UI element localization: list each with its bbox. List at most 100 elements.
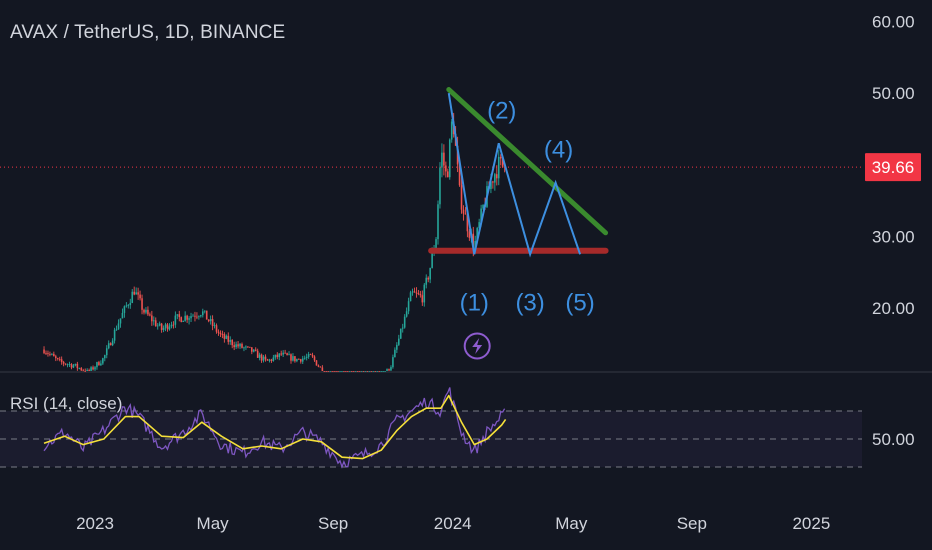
- candle-body: [360, 371, 363, 372]
- candle-body: [474, 241, 477, 249]
- candle-body: [368, 371, 371, 372]
- time-tick-label: 2024: [434, 514, 472, 533]
- candle-body: [399, 328, 402, 339]
- candle-body: [184, 315, 186, 321]
- candle-body: [437, 204, 439, 240]
- candle-body: [209, 319, 212, 322]
- candle-body: [392, 357, 394, 368]
- candle-body: [443, 152, 445, 166]
- candle-body: [135, 292, 137, 295]
- candle-body: [278, 353, 281, 358]
- candle-body: [80, 368, 83, 371]
- candle-body: [427, 277, 429, 280]
- candle-body: [349, 371, 351, 372]
- candle-body: [274, 354, 277, 358]
- candle-body: [88, 369, 90, 371]
- candle-body: [217, 331, 220, 333]
- candle-body: [315, 360, 318, 366]
- rsi-indicator-label[interactable]: RSI (14, close): [10, 394, 123, 413]
- candle-body: [164, 324, 167, 328]
- price-tick-label: 60.00: [872, 13, 915, 32]
- candle-body: [384, 371, 386, 372]
- candle-body: [494, 174, 496, 183]
- candle-body: [115, 329, 118, 331]
- time-tick-label: Sep: [318, 514, 348, 533]
- candle-body: [298, 359, 300, 360]
- candle-body: [141, 298, 143, 310]
- candle-body: [211, 319, 214, 326]
- candle-body: [180, 317, 183, 322]
- candle-body: [223, 334, 226, 339]
- candle-body: [78, 368, 81, 369]
- candle-body: [292, 356, 294, 361]
- candle-body: [90, 367, 92, 371]
- candle-body: [56, 358, 59, 359]
- candle-body: [331, 371, 333, 372]
- candle-body: [429, 267, 431, 280]
- candle-body: [270, 359, 273, 361]
- candle-body: [227, 335, 230, 342]
- candle-body: [335, 371, 337, 372]
- candle-body: [149, 314, 151, 316]
- candle-body: [464, 213, 467, 215]
- candle-body: [343, 371, 345, 372]
- candle-body: [460, 185, 463, 210]
- time-tick-label: May: [555, 514, 588, 533]
- candle-body: [194, 315, 196, 317]
- candle-body: [329, 371, 331, 372]
- candle-body: [411, 291, 414, 293]
- candle-body: [127, 305, 130, 306]
- candle-body: [286, 353, 288, 356]
- candle-body: [176, 314, 179, 316]
- candle-body: [317, 365, 320, 367]
- candle-body: [186, 315, 188, 320]
- candle-body: [172, 324, 175, 326]
- candle-body: [215, 325, 218, 332]
- candle-body: [413, 291, 416, 293]
- candle-body: [58, 358, 61, 360]
- candle-body: [472, 233, 475, 249]
- candle-body: [207, 319, 210, 322]
- candle-body: [237, 344, 239, 347]
- wave-label-2: (2): [487, 97, 516, 124]
- candle-body: [339, 371, 341, 372]
- price-tag-box: [865, 153, 921, 182]
- candle-body: [188, 318, 190, 320]
- candle-body: [372, 371, 375, 372]
- candle-body: [252, 349, 255, 352]
- candle-body: [170, 324, 173, 327]
- candle-body: [196, 316, 198, 318]
- candle-body: [262, 356, 265, 361]
- candle-body: [396, 344, 398, 350]
- candle-body: [205, 310, 208, 320]
- candle-body: [109, 343, 112, 346]
- candle-body: [388, 369, 390, 371]
- candle-body: [62, 361, 65, 364]
- candle-body: [341, 371, 343, 372]
- candle-body: [72, 365, 75, 368]
- candle-body: [497, 156, 500, 179]
- candle-body: [325, 371, 328, 372]
- candle-body: [354, 371, 357, 372]
- candle-body: [166, 324, 169, 330]
- candle-body: [496, 174, 498, 179]
- candle-body: [96, 362, 98, 368]
- wave-label-5: (5): [565, 289, 594, 316]
- candle-body: [345, 371, 347, 372]
- candle-body: [66, 364, 69, 366]
- resistance-trendline: [446, 87, 609, 236]
- candle-body: [102, 358, 104, 364]
- candle-body: [147, 309, 149, 315]
- candle-body: [398, 338, 400, 345]
- candle-body: [501, 158, 504, 167]
- candle-body: [145, 309, 147, 313]
- candle-body: [301, 358, 304, 362]
- candle-body: [53, 353, 55, 357]
- candle-body: [480, 208, 482, 223]
- candle-body: [198, 316, 200, 318]
- candle-body: [254, 349, 257, 351]
- candle-body: [356, 371, 359, 372]
- candle-body: [60, 359, 63, 362]
